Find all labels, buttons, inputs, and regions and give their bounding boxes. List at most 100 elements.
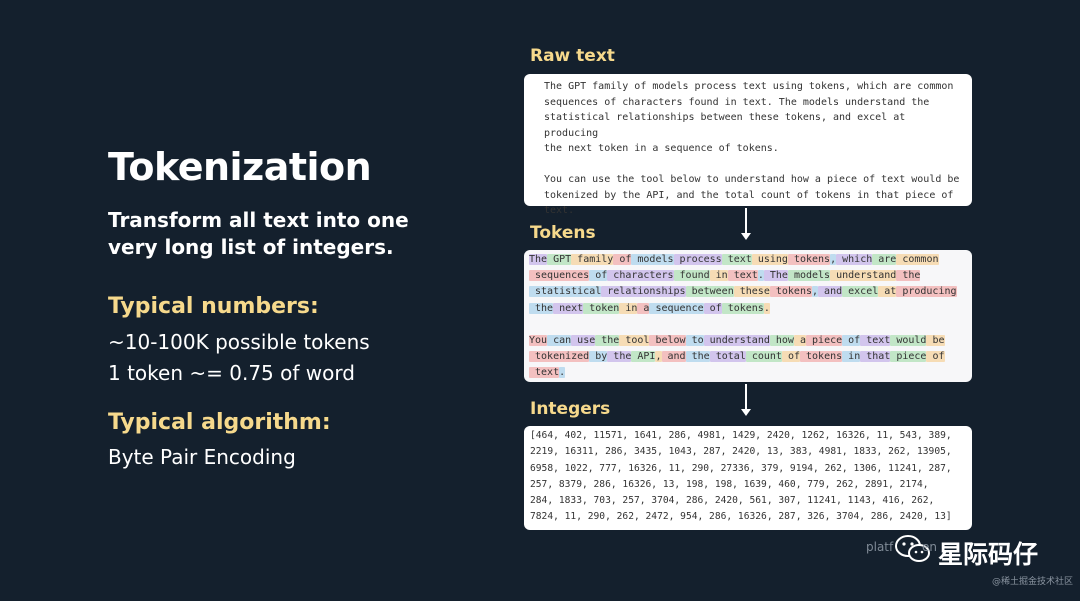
watermark-sub: @稀土掘金技术社区 xyxy=(992,577,1074,587)
token: tokens xyxy=(769,286,812,298)
token: the xyxy=(896,270,921,282)
token: can xyxy=(547,334,572,346)
integers-line: 257, 8379, 286, 16326, 13, 198, 198, 163… xyxy=(530,478,929,490)
integers-card: [464, 402, 11571, 1641, 286, 4981, 1429,… xyxy=(524,426,972,530)
token: that xyxy=(860,351,891,363)
token: next xyxy=(553,302,584,314)
token: the xyxy=(595,334,620,346)
token: tokenized xyxy=(529,351,590,363)
algorithm-line: Byte Pair Encoding xyxy=(108,445,296,469)
token: of xyxy=(589,270,608,282)
token: text xyxy=(529,367,560,379)
wechat-icon xyxy=(894,533,932,569)
token: text xyxy=(860,334,891,346)
token: statistical xyxy=(529,286,602,298)
raw-text-card: The GPT family of models process text us… xyxy=(524,74,972,216)
token: found xyxy=(673,270,710,282)
subtitle-line-1: Transform all text into one xyxy=(108,208,409,232)
integers-line: 7824, 11, 290, 262, 2472, 954, 286, 1632… xyxy=(530,511,952,523)
token: a xyxy=(793,334,807,346)
token: these xyxy=(733,286,770,298)
token: , xyxy=(812,286,819,298)
integers-line: 6958, 1022, 777, 16326, 11, 290, 27336, … xyxy=(530,462,952,474)
token: You xyxy=(529,334,548,346)
tokens-card: The GPT family of models process text us… xyxy=(524,250,972,382)
raw-text-line: text. xyxy=(544,205,575,216)
raw-text-line: the next token in a sequence of tokens. xyxy=(544,143,779,154)
token: use xyxy=(571,334,596,346)
numbers-line-2: 1 token ~= 0.75 of word xyxy=(108,361,355,385)
token: tokens xyxy=(787,254,831,265)
token: the xyxy=(685,351,710,363)
slide-title: Tokenization xyxy=(108,145,372,189)
token: of xyxy=(781,351,800,363)
token: using xyxy=(751,254,788,265)
token: producing xyxy=(896,286,957,298)
raw-text-paragraph-1: The GPT family of models process text us… xyxy=(544,79,962,157)
token: . xyxy=(763,302,770,314)
token: and xyxy=(818,286,843,298)
token: would xyxy=(890,334,927,346)
token: at xyxy=(878,286,897,298)
token-line: the next token in a sequence of tokens. xyxy=(529,301,968,317)
token: how xyxy=(769,334,794,346)
token: which xyxy=(836,254,873,265)
slide-subtitle: Transform all text into one very long li… xyxy=(108,207,508,261)
token: tokens xyxy=(721,302,764,314)
token: sequence xyxy=(649,302,704,314)
token: relationships xyxy=(601,286,686,298)
token: the xyxy=(529,302,554,314)
integers-line: 2219, 16311, 286, 3435, 1043, 287, 2420,… xyxy=(530,446,952,458)
integers-label: Integers xyxy=(530,399,611,419)
token: , xyxy=(655,351,662,363)
token: token xyxy=(583,302,620,314)
token: of xyxy=(842,334,861,346)
token: between xyxy=(685,286,734,298)
numbers-line-1: ~10-100K possible tokens xyxy=(108,330,370,354)
token-line: The GPT family of models process text us… xyxy=(529,252,968,268)
tokens-label: Tokens xyxy=(530,223,596,243)
token: . xyxy=(559,367,566,379)
token: understand xyxy=(703,334,770,346)
token: piece xyxy=(806,334,843,346)
token: common xyxy=(896,254,939,265)
token: characters xyxy=(607,270,674,282)
integers-line: 284, 1833, 703, 257, 3704, 286, 2420, 56… xyxy=(530,495,935,507)
token: to xyxy=(685,334,704,346)
token: in xyxy=(842,351,861,363)
token-line: sequences of characters found in text. T… xyxy=(529,268,968,284)
token: models xyxy=(631,254,674,265)
token-line: tokenized by the API, and the total coun… xyxy=(529,349,968,365)
token: text xyxy=(721,254,752,265)
token: in xyxy=(709,270,728,282)
token: GPT xyxy=(547,254,572,265)
typical-algorithm-heading: Typical algorithm: xyxy=(108,410,331,435)
token: below xyxy=(649,334,686,346)
raw-text-paragraph-2: You can use the tool below to understand… xyxy=(544,172,962,219)
token: by xyxy=(589,351,608,363)
token: piece xyxy=(890,351,927,363)
watermark-url-fragment-2: en xyxy=(922,540,937,554)
token: family xyxy=(571,254,614,265)
token-line: You can use the tool below to understand… xyxy=(529,333,968,349)
raw-text-line: You can use the tool below to understand… xyxy=(544,174,960,185)
token: and xyxy=(661,351,686,363)
token: in xyxy=(619,302,638,314)
token: tokens xyxy=(800,351,843,363)
typical-numbers-heading: Typical numbers: xyxy=(108,294,319,319)
token: total xyxy=(709,351,746,363)
token: models xyxy=(787,270,831,282)
token: of xyxy=(926,351,945,363)
token: process xyxy=(673,254,722,265)
raw-text-label: Raw text xyxy=(530,46,615,66)
token: The xyxy=(529,254,548,265)
token: . xyxy=(757,270,764,282)
watermark-url-fragment: platf xyxy=(866,540,894,554)
token: understand xyxy=(830,270,897,282)
token: text xyxy=(727,270,758,282)
token: excel xyxy=(842,286,879,298)
raw-text-line: sequences of characters found in text. T… xyxy=(544,96,930,108)
watermark-brand: 星际码仔 xyxy=(938,540,1039,569)
token: count xyxy=(745,351,782,363)
integers-line: [464, 402, 11571, 1641, 286, 4981, 1429,… xyxy=(530,430,952,441)
